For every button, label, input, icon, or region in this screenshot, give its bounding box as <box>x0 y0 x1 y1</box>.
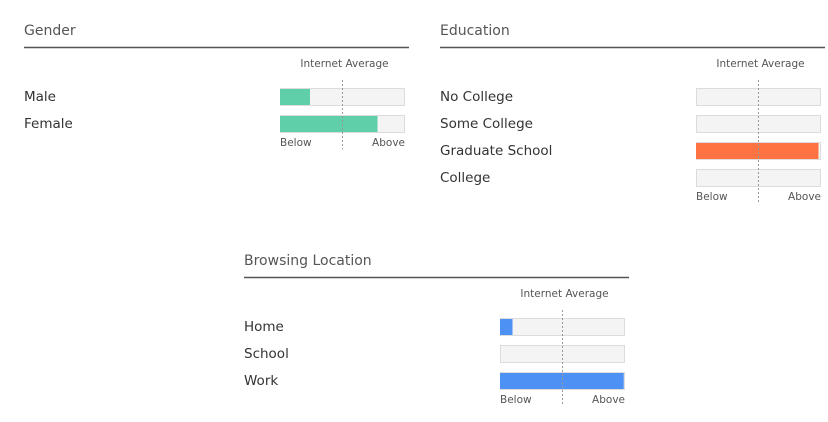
category-label: School <box>244 346 289 362</box>
category-label: Male <box>24 89 56 105</box>
reference-label: Internet Average <box>520 288 608 300</box>
category-label: No College <box>440 89 513 105</box>
panel-title: Education <box>440 23 510 39</box>
category-label: Female <box>24 116 73 132</box>
category-label: College <box>440 170 490 186</box>
category-label: Work <box>244 373 278 389</box>
axis-label-below: Below <box>696 191 728 203</box>
reference-label: Internet Average <box>300 58 388 70</box>
category-label: Some College <box>440 116 533 132</box>
axis-label-above: Above <box>592 394 625 406</box>
panel-title: Gender <box>24 23 76 39</box>
category-label: Home <box>244 319 284 335</box>
axis-label-above: Above <box>372 137 405 149</box>
bar <box>280 89 310 105</box>
axis-label-above: Above <box>788 191 821 203</box>
bar <box>696 143 819 159</box>
reference-label: Internet Average <box>716 58 804 70</box>
bar <box>500 373 624 389</box>
axis-label-below: Below <box>500 394 532 406</box>
category-label: Graduate School <box>440 143 552 159</box>
panel-title: Browsing Location <box>244 253 372 269</box>
bar <box>500 319 513 335</box>
axis-label-below: Below <box>280 137 312 149</box>
bar <box>280 116 378 132</box>
